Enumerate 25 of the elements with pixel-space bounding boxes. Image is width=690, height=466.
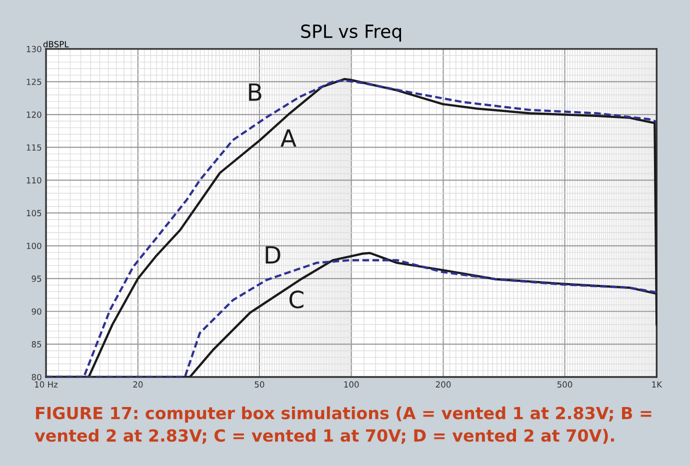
annotation: D (266, 246, 280, 264)
annotation: B (249, 84, 262, 101)
x-tick-label: 50 (254, 381, 264, 388)
y-tick-label: 95 (32, 276, 42, 282)
y-tick-label: 100 (26, 242, 42, 250)
chart-title: SPL vs Freq (301, 24, 402, 42)
x-tick-label: 10 Hz (34, 381, 58, 388)
y-tick-label: 85 (32, 341, 42, 348)
annotation: A (280, 129, 296, 147)
x-tick-label: 500 (557, 381, 572, 388)
y-tick-label: 125 (26, 78, 42, 86)
y-tick-label: 120 (26, 112, 42, 118)
x-tick-label: 20 (133, 381, 143, 388)
y-tick-label: 130 (26, 46, 42, 52)
y-tick-label: 105 (26, 210, 42, 216)
y-tick-label: 110 (26, 177, 42, 184)
y-tick-label: 115 (26, 144, 42, 151)
x-tick-label: 1K (652, 381, 662, 388)
x-tick-label: 200 (436, 381, 451, 388)
y-axis-title: dBSPL (43, 40, 69, 48)
annotation: C (289, 290, 304, 308)
y-tick-label: 90 (32, 308, 42, 315)
y-tick-label: 80 (32, 374, 42, 380)
x-tick-label: 100 (344, 381, 359, 388)
caption: FIGURE 17: computer box simulations (A = vented 1 at 2.83V; B = vented 2 at 2.83V; C = vented 1 at 70V; D = vented 2 at 70V). (34, 406, 652, 444)
